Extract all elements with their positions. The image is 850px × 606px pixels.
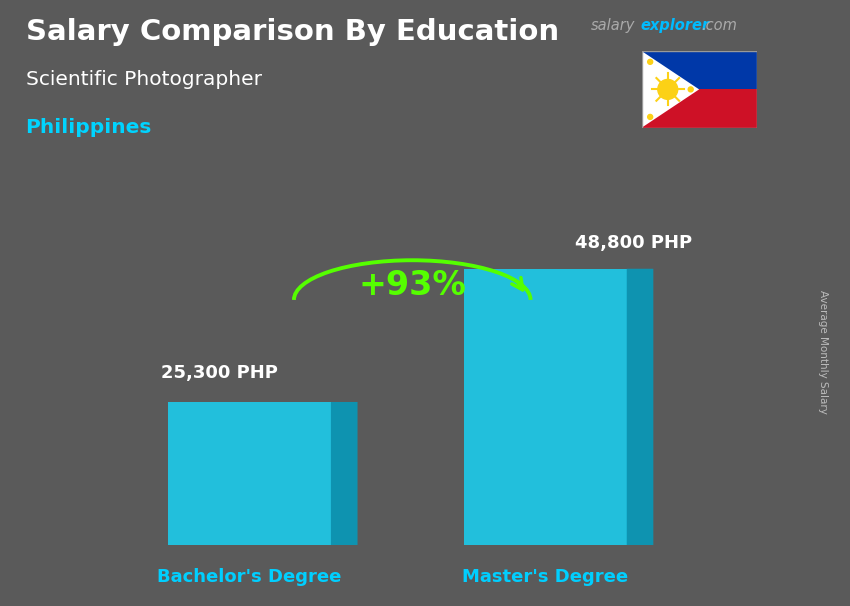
Circle shape xyxy=(658,79,677,99)
Text: 48,800 PHP: 48,800 PHP xyxy=(575,234,692,251)
Text: Average Monthly Salary: Average Monthly Salary xyxy=(818,290,828,413)
Text: .com: .com xyxy=(701,18,737,33)
Text: explorer: explorer xyxy=(640,18,709,33)
Circle shape xyxy=(648,59,653,64)
Polygon shape xyxy=(331,402,358,545)
Polygon shape xyxy=(642,51,756,89)
Circle shape xyxy=(688,87,694,92)
Text: 25,300 PHP: 25,300 PHP xyxy=(161,364,278,382)
FancyBboxPatch shape xyxy=(464,268,626,545)
Circle shape xyxy=(648,115,653,119)
Polygon shape xyxy=(642,51,699,128)
Polygon shape xyxy=(626,268,654,545)
Text: Master's Degree: Master's Degree xyxy=(462,568,628,586)
Text: Philippines: Philippines xyxy=(26,118,152,137)
FancyBboxPatch shape xyxy=(168,402,331,545)
Text: Salary Comparison By Education: Salary Comparison By Education xyxy=(26,18,558,46)
Text: +93%: +93% xyxy=(359,269,466,302)
Text: Scientific Photographer: Scientific Photographer xyxy=(26,70,262,88)
Text: Bachelor's Degree: Bachelor's Degree xyxy=(157,568,342,586)
Polygon shape xyxy=(642,89,756,128)
Text: salary: salary xyxy=(591,18,635,33)
